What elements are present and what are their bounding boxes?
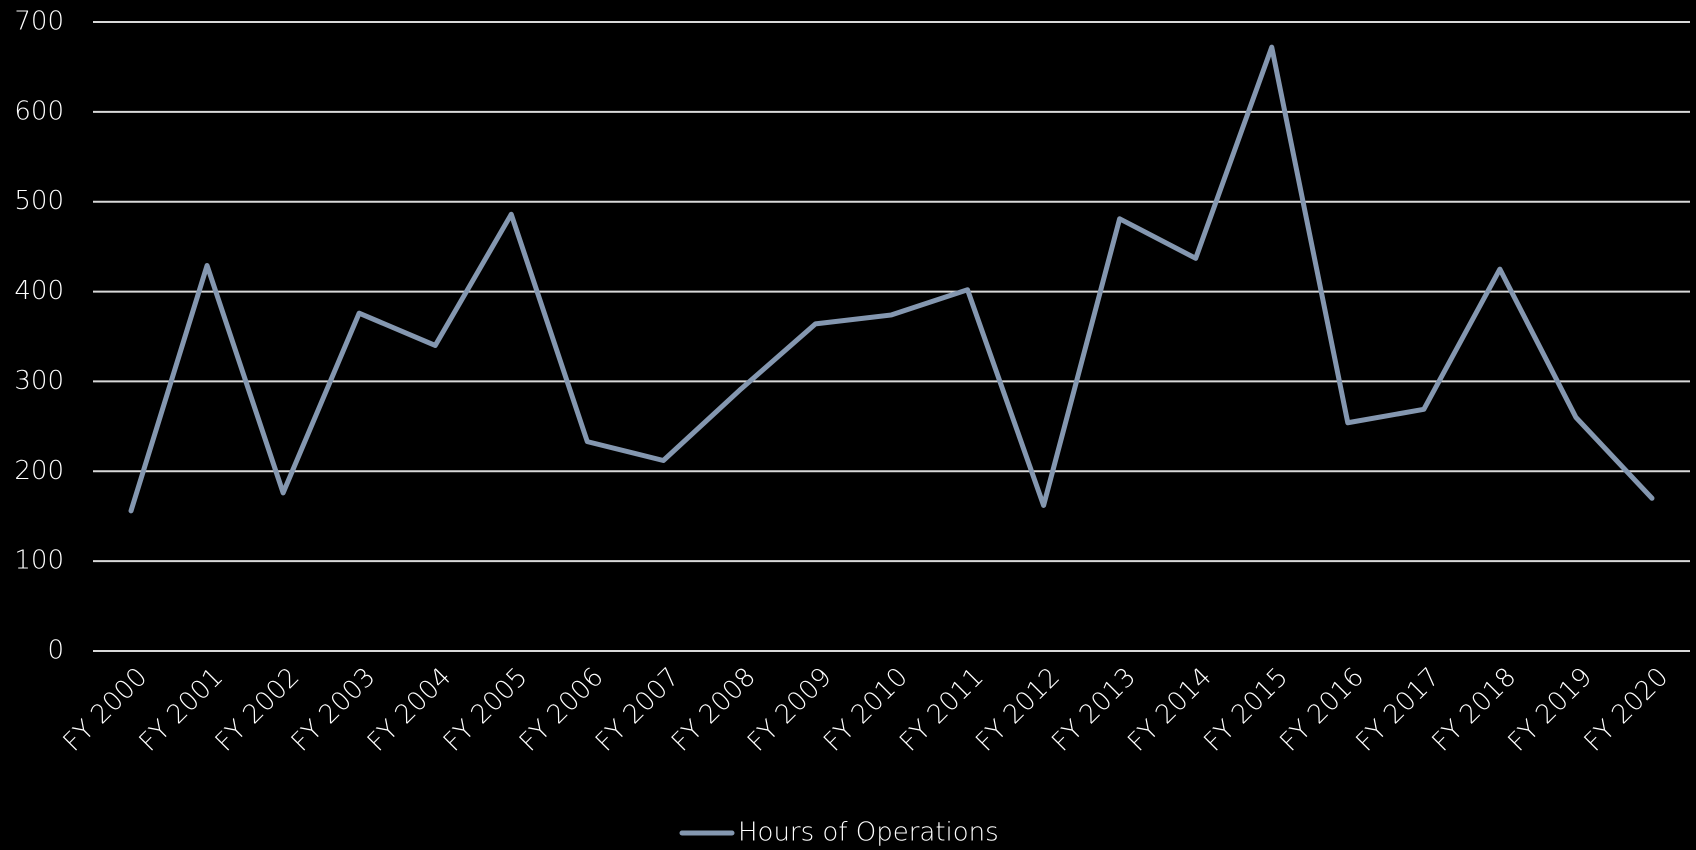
x-tick-label: FY 2012 [970,662,1066,758]
line-series [128,44,1655,514]
x-tick-label: FY 2006 [514,662,610,758]
x-tick-label: FY 2005 [438,662,534,758]
x-tick-label: FY 2008 [666,662,762,758]
x-tick-label: FY 2020 [1579,662,1675,758]
x-tick-label: FY 2019 [1503,662,1599,758]
x-tick-label: FY 2007 [590,662,686,758]
y-tick-label: 600 [14,96,64,126]
x-tick-label: FY 2013 [1046,662,1142,758]
x-tick-label: FY 2014 [1122,662,1218,758]
x-tick-label: FY 2009 [742,662,838,758]
y-tick-label: 200 [14,456,64,486]
x-tick-label: FY 2018 [1426,662,1522,758]
x-tick-label: FY 2003 [286,662,382,758]
x-tick-label: FY 2002 [210,662,306,758]
legend-label: Hours of Operations [738,818,999,848]
y-tick-label: 500 [14,186,64,216]
x-tick-label: FY 2001 [134,662,230,758]
y-tick-label: 100 [14,546,64,576]
x-tick-label: FY 2004 [362,662,458,758]
y-tick-label: 300 [14,366,64,396]
y-tick-label: 700 [14,7,64,37]
x-tick-label: FY 2000 [58,662,154,758]
x-tick-label: FY 2010 [818,662,914,758]
y-tick-label: 0 [47,636,64,666]
y-tick-label: 400 [14,276,64,306]
legend-item: Hours of Operations [679,818,999,848]
x-tick-label: FY 2011 [894,662,990,758]
x-tick-label: FY 2016 [1274,662,1370,758]
x-tick-label: FY 2015 [1198,662,1294,758]
x-tick-label: FY 2017 [1350,662,1446,758]
